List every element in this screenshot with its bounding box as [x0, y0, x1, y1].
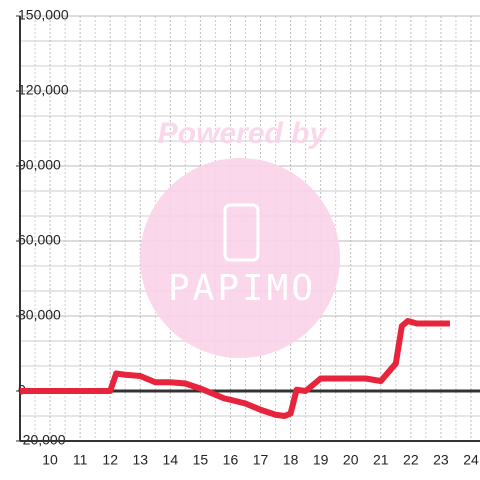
y-tick-label: 120,000 [18, 82, 69, 98]
y-tick-label: 90,000 [18, 157, 61, 173]
watermark-circle [140, 158, 340, 358]
y-tick-label: 60,000 [18, 232, 61, 248]
x-tick-label: 19 [313, 452, 329, 468]
x-tick-label: 18 [283, 452, 299, 468]
x-tick-label: 17 [253, 452, 269, 468]
watermark-title: Powered by [158, 117, 328, 150]
x-tick-label: 24 [463, 452, 479, 468]
x-tick-label: 10 [42, 452, 58, 468]
x-tick-label: 22 [403, 452, 419, 468]
x-tick-label: 16 [223, 452, 239, 468]
x-tick-label: 11 [73, 452, 88, 468]
data-line [20, 318, 450, 419]
x-tick-label: 15 [193, 452, 209, 468]
x-tick-label: 20 [343, 452, 359, 468]
watermark: Powered by PAPIMO [140, 117, 340, 358]
x-tick-label: 21 [373, 452, 389, 468]
x-tick-label: 13 [132, 452, 148, 468]
x-tick-label: 23 [433, 452, 449, 468]
y-tick-label: 150,000 [18, 7, 69, 23]
watermark-icon [223, 203, 260, 262]
y-tick-label: -20,000 [18, 432, 66, 448]
x-tick-label: 12 [102, 452, 118, 468]
watermark-brand: PAPIMO [168, 268, 316, 309]
y-tick-label: 30,000 [18, 307, 61, 323]
x-tick-label: 14 [163, 452, 179, 468]
